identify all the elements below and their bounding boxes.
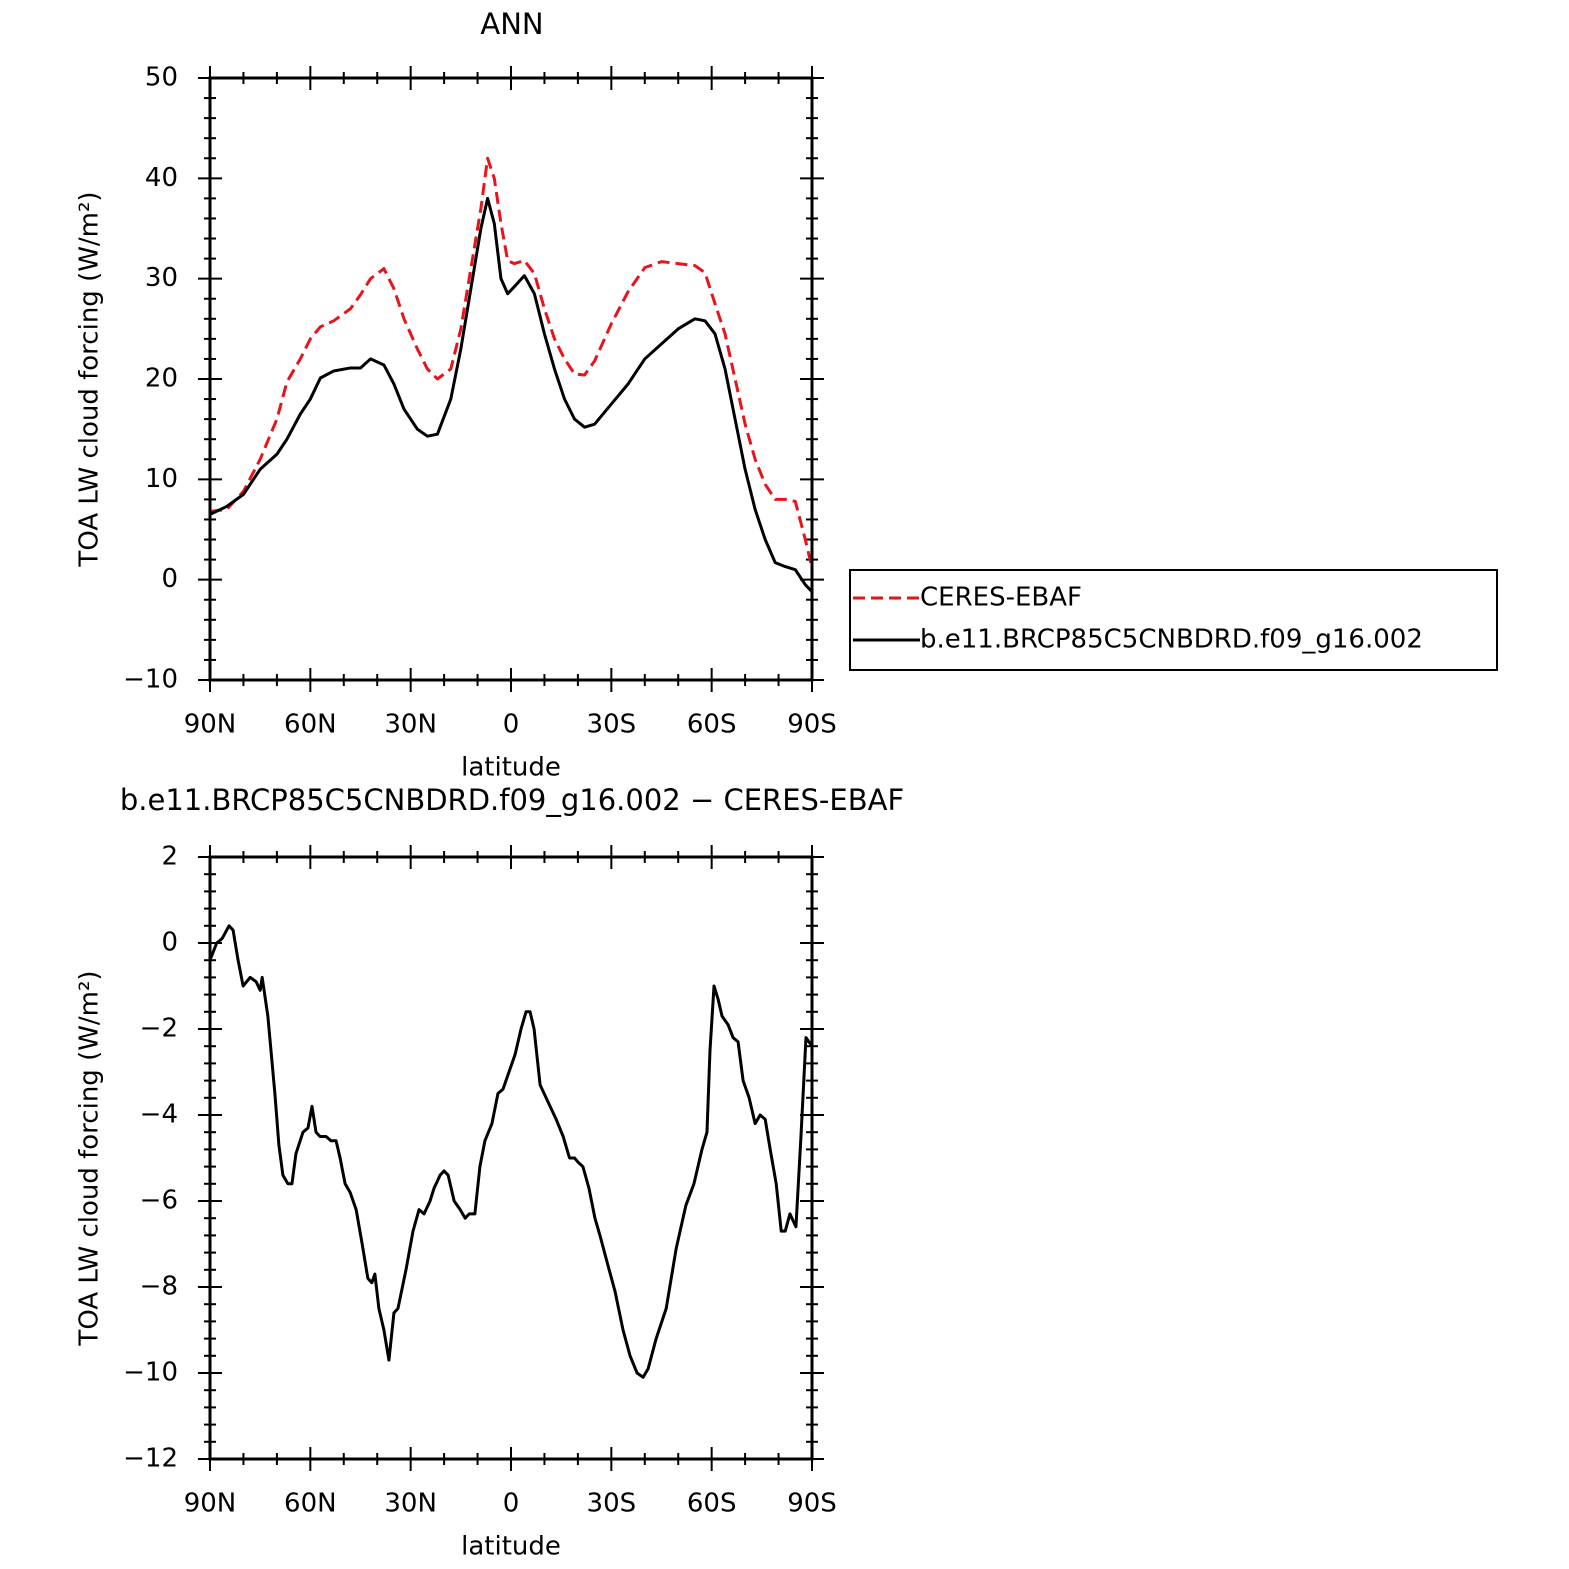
legend-box bbox=[849, 569, 1498, 671]
data-line bbox=[209, 156, 814, 568]
y-tick-label: 50 bbox=[145, 63, 178, 93]
y-tick-label: 30 bbox=[145, 263, 178, 293]
y-tick-label: −10 bbox=[123, 665, 178, 695]
legend-label: CERES-EBAF bbox=[920, 583, 1082, 613]
y-tick-label: −2 bbox=[140, 1014, 178, 1044]
x-tick-label: 90S bbox=[787, 1489, 837, 1519]
x-axis-label: latitude bbox=[461, 753, 561, 783]
x-tick-label: 30N bbox=[384, 1489, 437, 1519]
y-tick-label: −10 bbox=[123, 1358, 178, 1388]
x-tick-label: 30S bbox=[587, 1489, 637, 1519]
chart-title: ANN bbox=[480, 7, 543, 41]
y-tick-label: 2 bbox=[161, 842, 178, 872]
x-tick-label: 90N bbox=[184, 710, 237, 740]
y-tick-label: 10 bbox=[145, 464, 178, 494]
y-tick-label: 0 bbox=[161, 564, 178, 594]
x-tick-label: 60S bbox=[687, 1489, 737, 1519]
y-tick-label: 20 bbox=[145, 364, 178, 394]
y-axis-label: TOA LW cloud forcing (W/m²) bbox=[75, 191, 105, 567]
x-tick-label: 60N bbox=[284, 1489, 337, 1519]
legend-label: b.e11.BRCP85C5CNBDRD.f09_g16.002 bbox=[920, 625, 1423, 655]
y-tick-label: −8 bbox=[140, 1272, 178, 1302]
x-tick-label: 90N bbox=[184, 1489, 237, 1519]
x-axis-label: latitude bbox=[461, 1532, 561, 1562]
x-tick-label: 30N bbox=[384, 710, 437, 740]
y-tick-label: 40 bbox=[145, 163, 178, 193]
data-line bbox=[208, 924, 814, 1379]
x-tick-label: 0 bbox=[503, 710, 520, 740]
y-tick-label: −12 bbox=[123, 1444, 178, 1474]
plot-frame bbox=[208, 855, 814, 1461]
x-tick-label: 90S bbox=[787, 710, 837, 740]
y-tick-label: 0 bbox=[161, 928, 178, 958]
chart-title: b.e11.BRCP85C5CNBDRD.f09_g16.002 − CERES… bbox=[120, 783, 904, 817]
y-tick-label: −4 bbox=[140, 1100, 178, 1130]
x-tick-label: 0 bbox=[503, 1489, 520, 1519]
data-line bbox=[209, 196, 814, 593]
x-tick-label: 30S bbox=[587, 710, 637, 740]
x-tick-label: 60N bbox=[284, 710, 337, 740]
y-axis-label: TOA LW cloud forcing (W/m²) bbox=[75, 970, 105, 1346]
x-tick-label: 60S bbox=[687, 710, 737, 740]
plot-frame bbox=[208, 76, 814, 682]
y-tick-label: −6 bbox=[140, 1186, 178, 1216]
